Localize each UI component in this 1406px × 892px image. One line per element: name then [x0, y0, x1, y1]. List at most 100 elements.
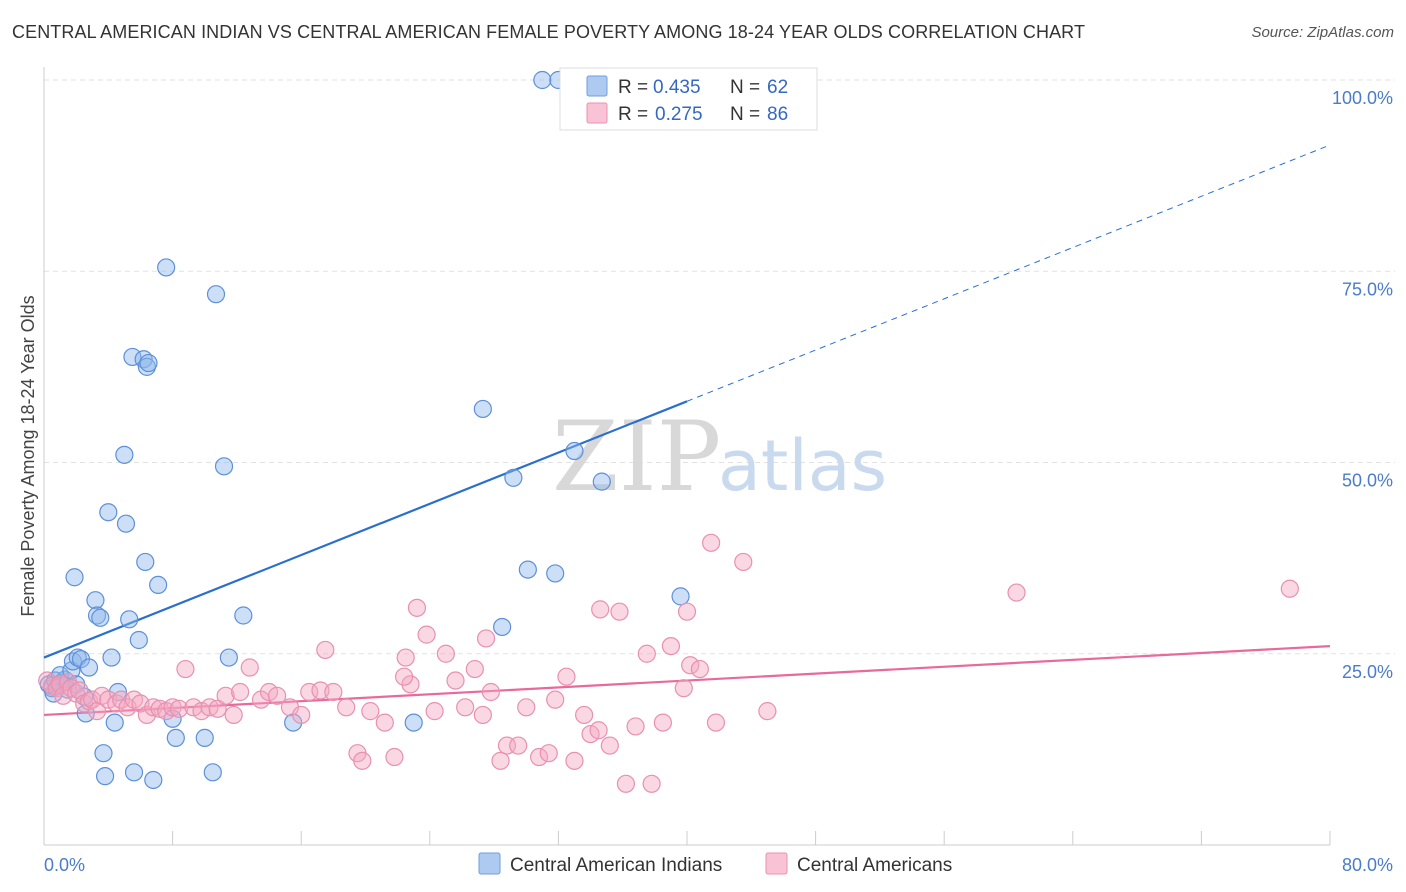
point-central-americans	[642, 774, 661, 793]
axes	[43, 67, 1331, 846]
point-central-americans	[176, 659, 195, 679]
legend-swatch-american	[765, 852, 788, 875]
point-central-americans	[661, 636, 681, 656]
point-central-american-indians	[102, 648, 121, 667]
stats-legend-swatch-indian	[586, 75, 608, 97]
point-central-american-indians	[473, 399, 492, 419]
legend-label-indian: Central American Indians	[510, 855, 722, 876]
point-central-americans	[575, 705, 594, 725]
point-central-americans	[224, 705, 243, 725]
point-central-american-indians	[105, 713, 124, 732]
point-central-americans	[1007, 583, 1026, 602]
point-central-americans	[361, 702, 380, 721]
point-central-americans	[465, 659, 484, 679]
point-central-american-indians	[95, 767, 115, 786]
point-central-americans	[446, 671, 465, 690]
point-central-american-indians	[195, 728, 214, 748]
point-central-americans	[653, 713, 672, 732]
point-central-american-indians	[546, 564, 565, 583]
point-central-americans	[626, 717, 645, 736]
point-central-american-indians	[518, 560, 537, 579]
point-central-american-indians	[120, 610, 139, 629]
point-central-american-indians	[123, 347, 142, 367]
point-central-american-indians	[99, 503, 118, 522]
y-axis-label: Female Poverty Among 18-24 Year Olds	[18, 295, 38, 616]
point-central-americans	[734, 552, 753, 572]
point-central-americans	[758, 702, 777, 721]
stats-n-value-indian: 62	[767, 77, 788, 98]
point-central-americans	[473, 705, 492, 725]
point-central-americans	[491, 751, 510, 770]
point-central-americans	[1280, 579, 1299, 598]
point-central-american-indians	[86, 591, 105, 610]
y-tick-label: 50.0%	[1342, 471, 1393, 491]
stats-n-label-indian: N =	[730, 77, 760, 98]
series-central-americans	[38, 533, 1299, 793]
stats-legend-swatch-american	[586, 102, 608, 124]
point-central-americans	[677, 602, 697, 621]
point-central-americans	[706, 713, 726, 732]
point-central-americans	[702, 533, 721, 552]
point-central-american-indians	[592, 472, 611, 491]
trendline-indian	[43, 400, 688, 659]
y-tick-label: 75.0%	[1342, 279, 1393, 299]
point-central-american-indians	[136, 552, 155, 572]
point-central-americans	[292, 705, 311, 725]
stats-r-value-indian: 0.435	[653, 77, 701, 98]
point-central-americans	[267, 686, 287, 705]
stats-legend: R = 0.435 N = 62 R = 0.275 N = 86	[559, 67, 818, 131]
point-central-american-indians	[214, 457, 234, 476]
point-central-americans	[316, 640, 335, 660]
point-central-american-indians	[115, 445, 134, 464]
point-central-american-indians	[504, 468, 523, 487]
point-central-american-indians	[234, 606, 253, 625]
watermark-atlas: atlas	[718, 425, 887, 507]
point-central-americans	[240, 658, 259, 677]
stats-r-label-american: R =	[618, 104, 648, 125]
point-central-americans	[517, 698, 536, 717]
point-central-americans	[530, 747, 549, 767]
point-central-americans	[417, 625, 436, 644]
point-central-americans	[375, 713, 394, 732]
point-central-american-indians	[65, 568, 84, 587]
point-central-americans	[425, 702, 444, 721]
point-central-americans	[481, 682, 500, 702]
point-central-americans	[476, 629, 496, 648]
series-legend: Central American Indians Central America…	[478, 852, 952, 876]
point-central-american-indians	[116, 514, 136, 533]
point-central-americans	[163, 698, 182, 717]
point-central-american-indians	[206, 285, 226, 304]
gridlines	[44, 79, 1395, 655]
point-central-american-indians	[404, 713, 423, 732]
point-central-americans	[610, 602, 629, 621]
point-central-american-indians	[149, 575, 168, 595]
point-central-americans	[591, 600, 610, 619]
point-central-americans	[681, 656, 700, 675]
point-central-american-indians	[565, 441, 584, 461]
point-central-americans	[565, 751, 584, 770]
stats-r-label-indian: R =	[618, 77, 648, 98]
point-central-american-indians	[87, 606, 107, 625]
source-label: Source: ZipAtlas.com	[1251, 24, 1394, 41]
point-central-americans	[600, 736, 619, 755]
legend-swatch-indian	[478, 852, 501, 875]
y-tick-label: 100.0%	[1332, 88, 1393, 108]
point-central-americans	[674, 679, 693, 698]
point-central-americans	[396, 648, 415, 667]
point-central-americans	[216, 686, 235, 705]
point-central-american-indians	[203, 763, 222, 782]
x-tick-label: 0.0%	[44, 855, 85, 875]
point-central-americans	[436, 644, 455, 663]
point-central-american-indians	[139, 353, 158, 373]
point-central-americans	[83, 690, 102, 709]
point-central-american-indians	[144, 770, 163, 790]
point-central-americans	[208, 699, 227, 718]
tick-labels: 25.0% 50.0% 75.0% 100.0% 0.0% 80.0%	[44, 88, 1393, 875]
point-central-americans	[337, 698, 356, 717]
point-central-americans	[456, 698, 475, 717]
point-central-americans	[407, 598, 427, 617]
point-central-american-indians	[94, 744, 113, 763]
point-central-american-indians	[166, 728, 185, 748]
point-central-american-indians	[79, 658, 99, 677]
